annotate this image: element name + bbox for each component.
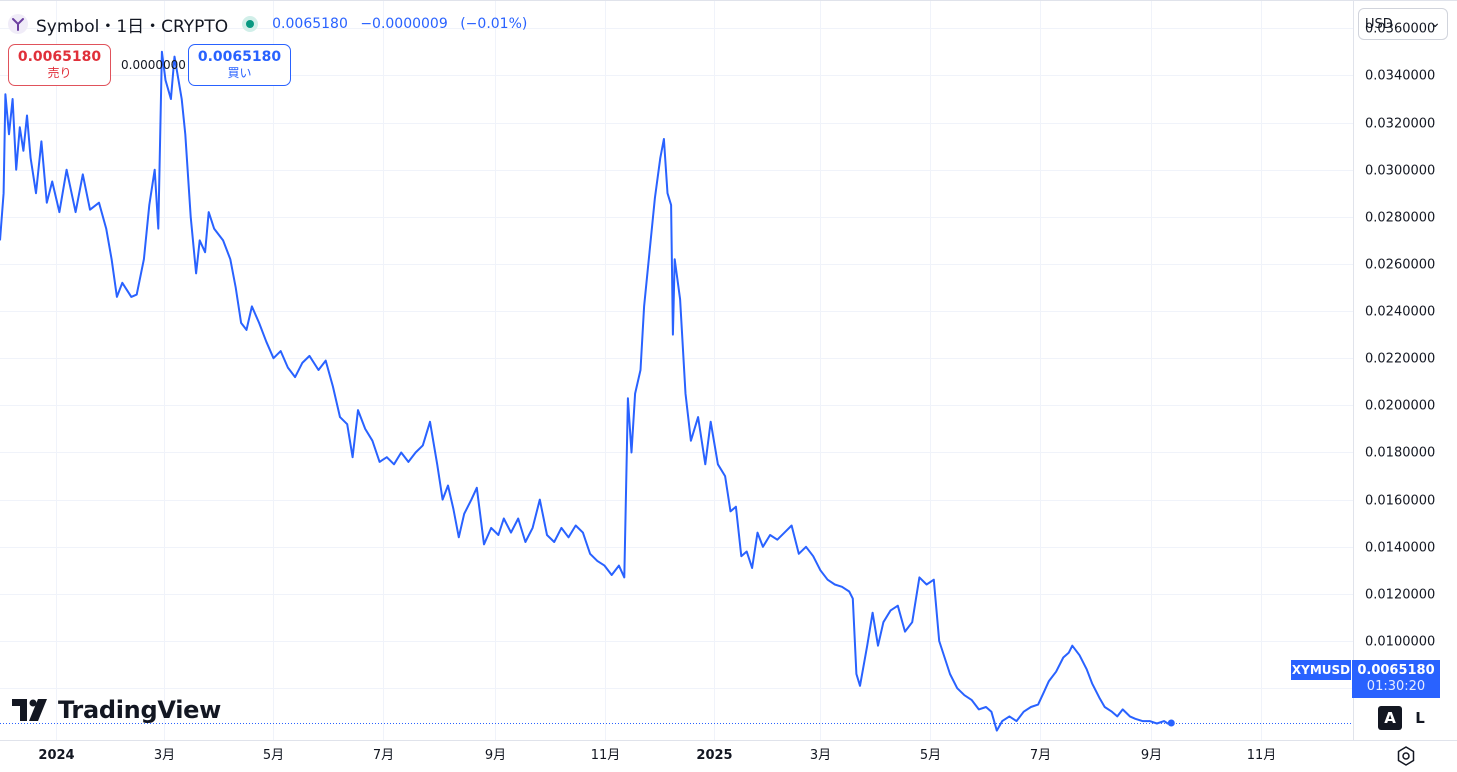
- y-tick-label: 0.0180000: [1365, 446, 1435, 461]
- symbol-price-tag: XYMUSD: [1291, 660, 1351, 680]
- x-tick-label: 9月: [1141, 748, 1162, 763]
- chart-grid: [0, 0, 1353, 740]
- spread-value: 0.0000000: [121, 58, 186, 72]
- y-tick-label: 0.0360000: [1365, 22, 1435, 37]
- x-tick-label: 7月: [373, 748, 394, 763]
- y-tick-label: 0.0280000: [1365, 211, 1435, 226]
- x-tick-label: 5月: [263, 748, 284, 763]
- y-tick-label: 0.0240000: [1365, 305, 1435, 320]
- y-tick-label: 0.0300000: [1365, 164, 1435, 179]
- x-tick-label: 2024: [38, 748, 74, 763]
- x-tick-label: 11月: [591, 748, 621, 763]
- y-tick-label: 0.0220000: [1365, 352, 1435, 367]
- auto-scale-button[interactable]: A: [1378, 706, 1402, 730]
- y-tick-label: 0.0320000: [1365, 117, 1435, 132]
- y-tick-label: 0.0140000: [1365, 541, 1435, 556]
- price-values: 0.0065180 −0.0000009 (−0.01%): [272, 16, 535, 32]
- last-price-dot: [1167, 719, 1175, 727]
- x-tick-label: 11月: [1247, 748, 1277, 763]
- buy-label: 買い: [227, 66, 252, 80]
- x-tick-label: 5月: [920, 748, 941, 763]
- y-tick-label: 0.0260000: [1365, 258, 1435, 273]
- symbol-logo-icon[interactable]: [8, 14, 28, 34]
- sell-label: 売り: [47, 66, 72, 80]
- series-line: [0, 50, 1172, 732]
- price-change: −0.0000009: [360, 16, 448, 32]
- x-tick-label: 9月: [485, 748, 506, 763]
- settings-icon[interactable]: [1394, 744, 1418, 768]
- buy-button[interactable]: 0.0065180 買い: [188, 44, 291, 86]
- symbol-legend: Symbol・1日・CRYPTO 0.0065180 −0.0000009 (−…: [8, 12, 535, 37]
- y-tick-label: 0.0100000: [1365, 635, 1435, 650]
- x-tick-label: 2025: [696, 748, 732, 763]
- buy-price: 0.0065180: [197, 49, 282, 65]
- bar-countdown: 01:30:20: [1366, 679, 1426, 694]
- log-scale-button[interactable]: L: [1415, 709, 1425, 727]
- x-tick-label: 3月: [154, 748, 175, 763]
- sell-price: 0.0065180: [17, 49, 102, 65]
- last-price-tag: 0.0065180 01:30:20: [1352, 660, 1440, 698]
- x-tick-label: 3月: [810, 748, 831, 763]
- market-status-icon[interactable]: [242, 16, 259, 32]
- sell-button[interactable]: 0.0065180 売り: [8, 44, 111, 86]
- logo-text: TradingView: [58, 696, 221, 724]
- y-tick-label: 0.0200000: [1365, 399, 1435, 414]
- symbol-title[interactable]: Symbol・1日・CRYPTO: [36, 16, 229, 37]
- currency-value: USD: [1365, 17, 1393, 32]
- price-change-pct: (−0.01%): [460, 16, 528, 32]
- currency-select[interactable]: USD ⌄: [1358, 8, 1448, 40]
- y-tick-label: 0.0160000: [1365, 494, 1435, 509]
- last-price: 0.0065180: [272, 16, 348, 32]
- y-tick-label: 0.0340000: [1365, 69, 1435, 84]
- tradingview-logo-icon: [12, 699, 47, 721]
- chevron-down-icon: ⌄: [1429, 15, 1441, 31]
- last-price-value: 0.0065180: [1357, 663, 1435, 678]
- y-axis[interactable]: 0.0360000 0.0340000 0.0320000 0.0300000 0.02…: [1365, 22, 1435, 697]
- tradingview-logo[interactable]: TradingView: [12, 696, 221, 724]
- x-tick-label: 7月: [1030, 748, 1051, 763]
- y-tick-label: 0.0120000: [1365, 588, 1435, 603]
- x-axis[interactable]: 2024 3月 5月 7月 9月 11月 2025 3月 5月 7月 9月 11月: [38, 748, 1276, 763]
